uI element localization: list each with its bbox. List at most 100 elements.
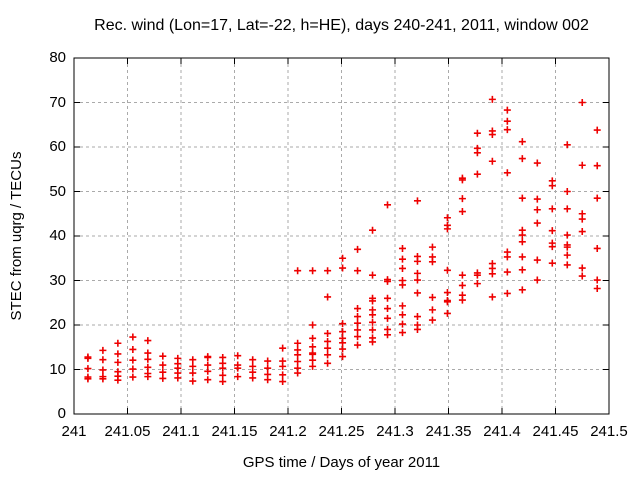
data-point-marker	[384, 314, 392, 322]
data-point-marker	[144, 337, 152, 345]
data-point-marker	[488, 270, 496, 278]
x-tick-label: 241.05	[104, 423, 151, 440]
data-point-marker	[413, 289, 421, 297]
data-point-marker	[84, 354, 92, 362]
data-point-marker	[518, 231, 526, 239]
data-point-marker	[144, 363, 152, 371]
data-point-marker	[369, 318, 377, 326]
data-point-marker	[279, 362, 287, 370]
data-point-marker	[324, 293, 332, 301]
data-point-marker	[324, 359, 332, 367]
data-point-marker	[384, 201, 392, 209]
data-point-marker	[369, 271, 377, 279]
data-point-marker	[324, 337, 332, 345]
data-point-marker	[114, 339, 122, 347]
data-point-marker	[294, 369, 302, 377]
x-tick-label: 241.2	[269, 423, 307, 440]
data-point-marker	[398, 281, 406, 289]
data-point-marker	[159, 368, 167, 376]
data-point-marker	[563, 141, 571, 149]
data-point-marker	[354, 326, 362, 334]
data-point-marker	[339, 320, 347, 328]
y-tick-label: 50	[49, 182, 66, 200]
data-point-marker	[324, 329, 332, 337]
data-point-marker	[294, 339, 302, 347]
data-point-marker	[443, 289, 451, 297]
data-point-marker	[593, 276, 601, 284]
data-point-marker	[488, 293, 496, 301]
data-point-marker	[593, 126, 601, 134]
data-point-marker	[129, 365, 137, 373]
data-point-marker	[249, 356, 257, 364]
data-point-marker	[518, 138, 526, 146]
data-point-marker	[324, 351, 332, 359]
data-point-marker	[488, 157, 496, 165]
data-point-marker	[189, 369, 197, 377]
y-tick-label: 60	[49, 138, 66, 155]
x-tick-label: 241.1	[162, 423, 200, 440]
data-point-marker	[488, 95, 496, 103]
x-tick-label: 241.45	[532, 423, 579, 440]
data-point-marker	[443, 214, 451, 222]
data-point-marker	[84, 365, 92, 373]
data-point-marker	[264, 364, 272, 372]
data-point-marker	[309, 362, 317, 370]
data-point-marker	[354, 267, 362, 275]
data-point-marker	[413, 276, 421, 284]
data-point-marker	[354, 333, 362, 341]
data-point-marker	[578, 161, 586, 169]
data-point-marker	[578, 215, 586, 223]
data-point-marker	[114, 358, 122, 366]
data-point-marker	[384, 294, 392, 302]
data-point-marker	[144, 349, 152, 357]
data-point-marker	[503, 268, 511, 276]
data-point-marker	[339, 339, 347, 347]
y-tick-label: 80	[49, 49, 66, 66]
data-point-marker	[398, 320, 406, 328]
data-point-marker	[548, 182, 556, 190]
data-point-marker	[428, 243, 436, 251]
data-point-marker	[234, 373, 242, 381]
data-point-marker	[398, 311, 406, 319]
y-tick-label: 70	[49, 93, 66, 111]
data-point-marker	[309, 267, 317, 275]
data-point-marker	[84, 375, 92, 383]
data-point-marker	[279, 378, 287, 386]
data-point-marker	[518, 286, 526, 294]
data-point-marker	[339, 264, 347, 272]
data-point-marker	[593, 285, 601, 293]
data-point-marker	[324, 344, 332, 352]
data-point-marker	[189, 377, 197, 385]
data-point-marker	[99, 356, 107, 364]
x-tick-label: 241.15	[211, 423, 258, 440]
data-point-marker	[309, 321, 317, 329]
data-point-marker	[533, 195, 541, 203]
data-point-marker	[443, 266, 451, 274]
data-point-marker	[593, 162, 601, 170]
data-point-marker	[354, 319, 362, 327]
data-point-marker	[398, 244, 406, 252]
data-point-marker	[473, 170, 481, 178]
data-point-marker	[369, 226, 377, 234]
data-point-marker	[458, 281, 466, 289]
data-point-marker	[309, 343, 317, 351]
x-tick-label: 241.25	[318, 423, 365, 440]
data-point-marker	[458, 271, 466, 279]
data-point-marker	[503, 253, 511, 261]
data-point-marker	[518, 253, 526, 261]
data-point-marker	[234, 364, 242, 372]
data-point-marker	[189, 356, 197, 364]
data-point-marker	[593, 244, 601, 252]
data-point-marker	[563, 231, 571, 239]
data-point-marker	[413, 257, 421, 265]
data-point-marker	[518, 155, 526, 163]
data-point-marker	[533, 256, 541, 264]
data-point-marker	[428, 293, 436, 301]
data-point-marker	[144, 355, 152, 363]
data-point-marker	[129, 345, 137, 353]
data-point-marker	[458, 195, 466, 203]
data-point-marker	[413, 313, 421, 321]
data-point-marker	[234, 352, 242, 360]
data-point-marker	[398, 255, 406, 263]
